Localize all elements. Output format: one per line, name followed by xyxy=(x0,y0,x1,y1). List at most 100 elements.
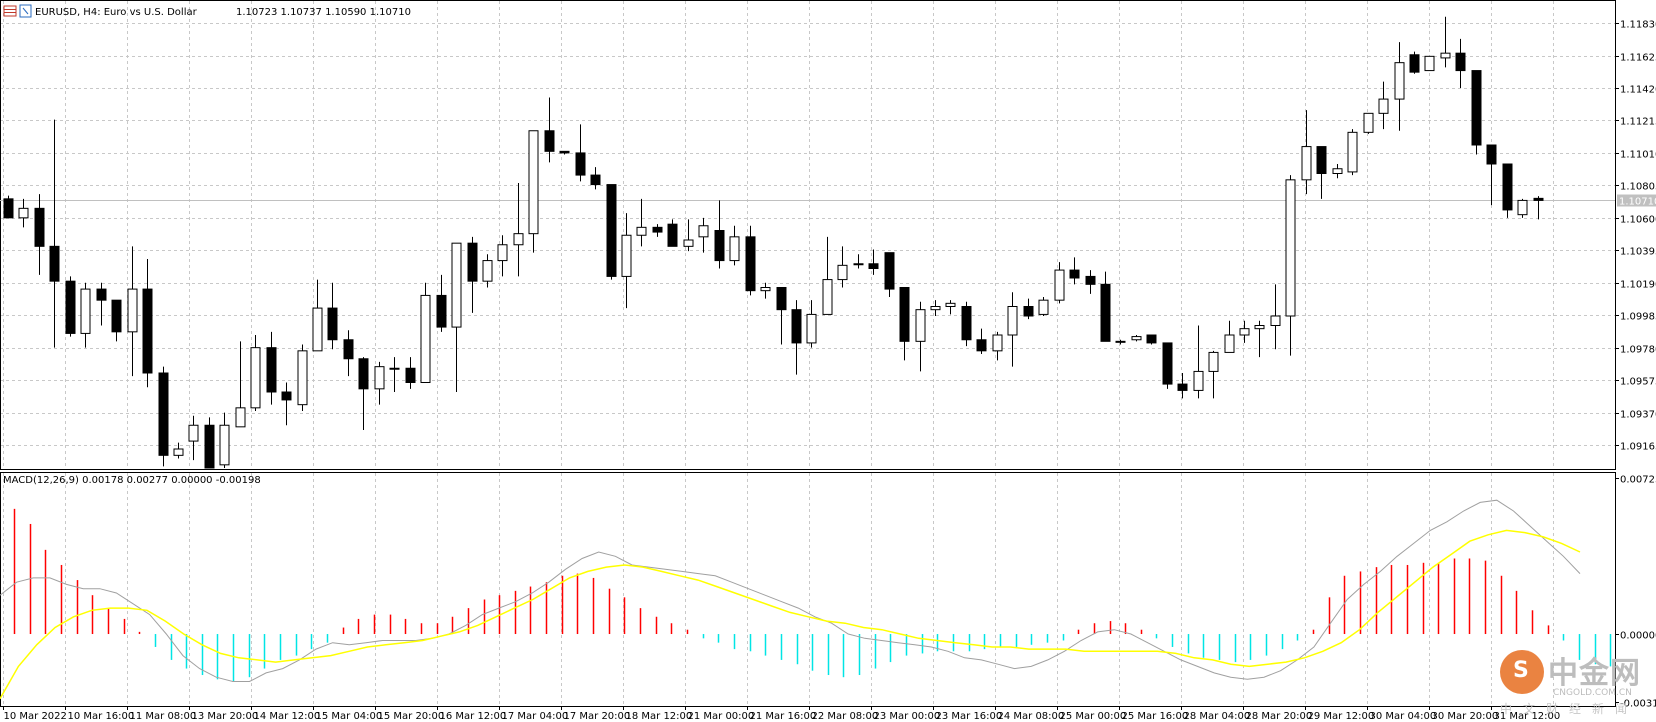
candle-body xyxy=(158,372,169,456)
candle-body xyxy=(1502,163,1513,211)
candle-body xyxy=(575,152,586,176)
candle-body xyxy=(1455,52,1466,72)
time-tick-label: 17 Mar 04:00 xyxy=(502,711,569,722)
candle-body xyxy=(173,448,184,456)
candle-body xyxy=(1378,98,1389,114)
candle-body xyxy=(729,236,740,262)
candle-body xyxy=(80,288,91,334)
time-tick-label: 23 Mar 16:00 xyxy=(936,711,1003,722)
time-tick-label: 15 Mar 20:00 xyxy=(378,711,445,722)
candle-body xyxy=(343,339,354,360)
candle-body xyxy=(1085,275,1096,285)
indicator-grid xyxy=(3,473,1554,706)
candle-body xyxy=(1316,146,1327,174)
candle-body xyxy=(1394,62,1405,100)
candle-body xyxy=(281,391,292,401)
candle-body xyxy=(837,264,848,281)
candle-body xyxy=(1193,370,1204,391)
candle-body xyxy=(250,347,261,409)
price-tick-label: 1.09165 xyxy=(1620,442,1656,453)
candle-body xyxy=(915,309,926,342)
price-tick-label: 1.09985 xyxy=(1620,312,1656,323)
candle-body xyxy=(822,279,833,315)
signal-line xyxy=(0,529,1581,700)
candle-body xyxy=(1224,334,1235,353)
candle-body xyxy=(96,288,107,301)
candle-body xyxy=(652,226,663,233)
indicator-tick-label: 0.00000 xyxy=(1620,631,1656,642)
candle-body xyxy=(606,184,617,277)
time-tick-label: 29 Mar 12:00 xyxy=(1308,711,1375,722)
macd-line xyxy=(0,499,1581,682)
candle-body xyxy=(1270,315,1281,326)
candle-body xyxy=(1301,146,1312,181)
candlestick-series xyxy=(3,16,1544,469)
chart-window-icon xyxy=(3,5,17,17)
time-tick-label: 10 Mar 16:00 xyxy=(68,711,135,722)
candle-body xyxy=(1285,179,1296,317)
candle-body xyxy=(1162,342,1173,385)
indicator-pane-border xyxy=(0,472,1616,707)
candle-body xyxy=(976,339,987,352)
time-tick-label: 31 Mar 12:00 xyxy=(1494,711,1561,722)
watermark-logo: S xyxy=(1500,650,1544,694)
candle-body xyxy=(1409,54,1420,73)
candle-body xyxy=(1471,70,1482,146)
candle-body xyxy=(405,367,416,383)
price-tick-label: 1.10190 xyxy=(1620,280,1656,291)
time-tick-label: 30 Mar 20:00 xyxy=(1432,711,1499,722)
candle-body xyxy=(559,150,570,154)
candle-body xyxy=(636,226,647,236)
candle-body xyxy=(513,233,524,246)
candle-body xyxy=(745,236,756,292)
time-tick-label: 11 Mar 08:00 xyxy=(130,711,197,722)
current-price-label: 1.10710 xyxy=(1619,197,1656,208)
watermark-url: CNGOLD.COM.CN xyxy=(1553,688,1632,698)
time-tick-label: 30 Mar 04:00 xyxy=(1370,711,1437,722)
candle-body xyxy=(188,424,199,442)
candle-body xyxy=(65,280,76,334)
time-tick-label: 17 Mar 20:00 xyxy=(564,711,631,722)
price-tick-label: 1.11625 xyxy=(1620,53,1656,64)
candle-body xyxy=(544,130,555,152)
candle-body xyxy=(930,306,941,311)
candle-body xyxy=(358,358,369,390)
time-tick-label: 16 Mar 12:00 xyxy=(440,711,507,722)
price-tick-label: 1.11830 xyxy=(1620,20,1656,31)
time-tick-label: 15 Mar 04:00 xyxy=(316,711,383,722)
price-tick-label: 1.11420 xyxy=(1620,85,1656,96)
candle-body xyxy=(389,367,400,370)
watermark-name: 中金网 xyxy=(1548,656,1641,691)
candle-body xyxy=(219,424,230,466)
current-price-tag: 1.10710 xyxy=(1617,194,1656,208)
candle-body xyxy=(776,287,787,311)
price-tick-label: 1.09575 xyxy=(1620,377,1656,388)
watermark-logo-glyph: S xyxy=(1513,658,1529,683)
candle-body xyxy=(374,366,385,390)
candle-body xyxy=(961,306,972,341)
candle-body xyxy=(1440,52,1451,59)
time-tick-label: 13 Mar 20:00 xyxy=(192,711,259,722)
candle-body xyxy=(1517,199,1528,216)
candle-body xyxy=(1023,306,1034,317)
candle-body xyxy=(590,174,601,186)
time-tick-label: 21 Mar 16:00 xyxy=(750,711,817,722)
candle-body xyxy=(667,223,678,247)
candle-body xyxy=(791,309,802,344)
candle-body xyxy=(683,239,694,247)
time-tick-label: 14 Mar 12:00 xyxy=(254,711,321,722)
price-axis: 1.11830 1.11625 1.11420 1.11215 1.11010 1.108… xyxy=(1615,20,1656,453)
candle-body xyxy=(34,207,45,247)
watermark-subtitle: 中文财经新闻 xyxy=(1500,702,1639,716)
candle-body xyxy=(451,242,462,328)
candle-body xyxy=(111,299,122,333)
price-grid xyxy=(0,1,1615,469)
symbol-info: EURUSD, H4: Euro vs U.S. Dollar xyxy=(35,7,198,18)
candle-body xyxy=(806,313,817,344)
macd-histogram xyxy=(13,508,1612,682)
candle-body xyxy=(420,294,431,383)
candle-body xyxy=(992,334,1003,352)
time-tick-label: 22 Mar 08:00 xyxy=(812,711,879,722)
macd-label: MACD(12,26,9) 0.00178 0.00277 0.00000 -0… xyxy=(3,475,261,486)
